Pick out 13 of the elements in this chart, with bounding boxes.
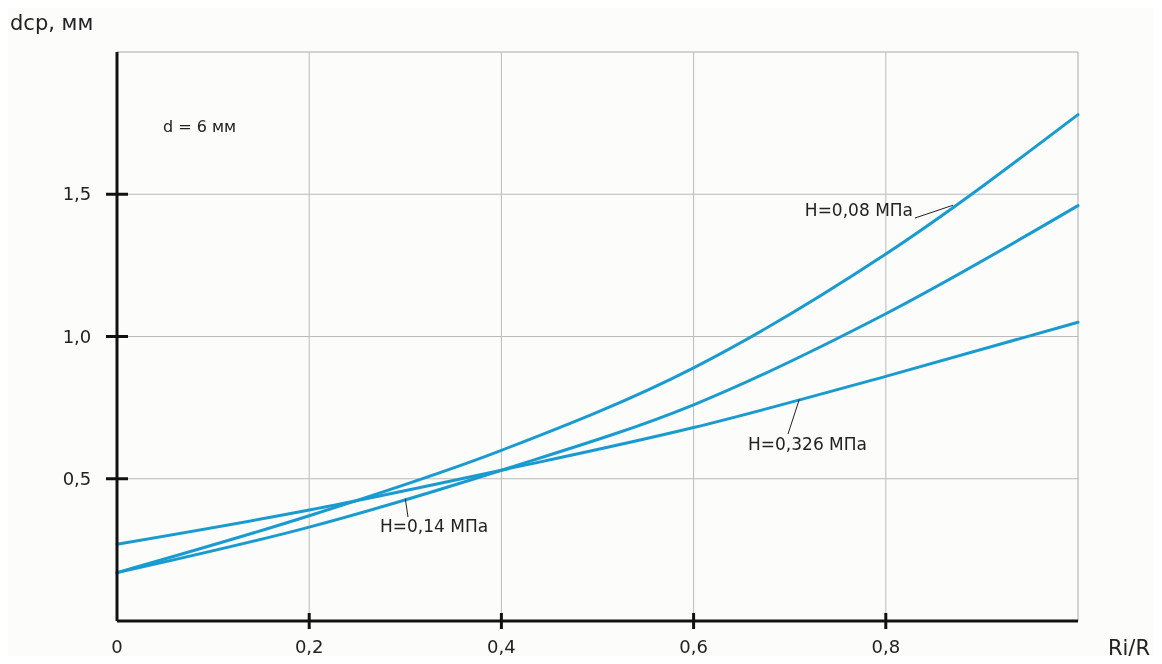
x-tick-label: 0,6 bbox=[679, 636, 708, 657]
series-label: H=0,08 МПа bbox=[804, 200, 913, 220]
y-axis-title: dср, мм bbox=[10, 11, 94, 35]
annotation: d = 6 мм bbox=[163, 117, 237, 136]
x-tick-label: 0 bbox=[111, 636, 123, 657]
x-tick-label: 0,4 bbox=[487, 636, 516, 657]
y-tick-label: 0,5 bbox=[62, 467, 92, 489]
y-tick-label: 1,0 bbox=[62, 325, 92, 347]
x-tick-label: 0,8 bbox=[871, 636, 901, 657]
series-label: H=0,14 МПа bbox=[380, 516, 489, 536]
x-tick-label: 0,2 bbox=[294, 636, 324, 657]
y-tick-label: 1,5 bbox=[62, 183, 92, 205]
series-label: H=0,326 МПа bbox=[748, 434, 867, 454]
